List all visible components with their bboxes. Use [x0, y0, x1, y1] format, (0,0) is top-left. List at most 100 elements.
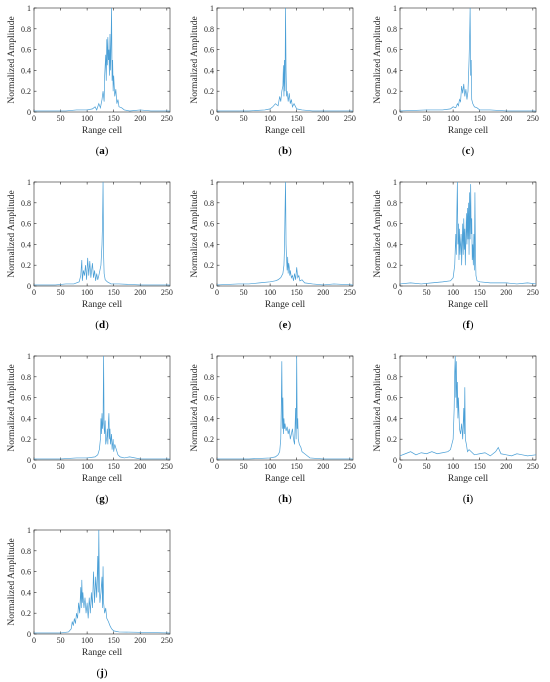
x-tick-label: 100 — [81, 288, 93, 297]
y-tick-label: 0 — [393, 108, 397, 117]
y-axis-label: Normalized Amplitude — [190, 364, 200, 451]
y-tick-label: 0.6 — [387, 220, 397, 229]
chart-panel-i: 0 50 100 150 200 250 0 0.2 0.4 0.6 0.8 1 Range cell N… — [373, 352, 539, 505]
x-tick-label: 50 — [240, 114, 248, 123]
x-tick-label: 50 — [423, 114, 431, 123]
panel-caption: (d) — [95, 319, 109, 331]
series-line — [34, 355, 170, 460]
x-tick-label: 200 — [317, 114, 329, 123]
x-tick-label: 250 — [344, 114, 356, 123]
panel-caption-letter: d — [99, 319, 105, 331]
panel-caption-letter: b — [282, 145, 288, 157]
panel-caption: (h) — [278, 493, 292, 505]
x-tick-label: 100 — [81, 114, 93, 123]
x-tick-label: 100 — [81, 636, 93, 645]
panel-caption: (b) — [278, 145, 292, 157]
y-tick-label: 0.4 — [204, 414, 214, 423]
y-tick-label: 0.2 — [21, 609, 31, 618]
x-tick-label: 150 — [474, 114, 486, 123]
chart-panel-a: 0 50 100 150 200 250 0 0.2 0.4 0.6 0.8 1 Range cell N… — [7, 4, 173, 157]
series-line — [399, 181, 537, 285]
y-tick-label: 0.6 — [21, 568, 31, 577]
x-tick-label: 150 — [474, 288, 486, 297]
series-line — [217, 355, 353, 460]
x-axis-label: Range cell — [82, 126, 123, 136]
y-tick-label: 0.8 — [204, 25, 214, 34]
y-axis-label: Normalized Amplitude — [373, 364, 383, 451]
y-tick-label: 0 — [210, 282, 214, 291]
panel-caption: (i) — [463, 493, 474, 505]
x-tick-label: 250 — [527, 114, 539, 123]
x-tick-label: 200 — [134, 462, 146, 471]
y-tick-label: 1 — [393, 4, 397, 13]
x-tick-label: 0 — [398, 114, 402, 123]
y-axis-label: Normalized Amplitude — [373, 16, 383, 103]
y-tick-label: 1 — [210, 352, 214, 361]
x-tick-label: 250 — [161, 288, 173, 297]
x-tick-label: 100 — [447, 114, 459, 123]
y-axis-label: Normalized Amplitude — [7, 364, 17, 451]
panel-caption-letter: j — [99, 667, 104, 679]
y-tick-label: 0.6 — [204, 220, 214, 229]
x-tick-label: 100 — [264, 462, 276, 471]
y-tick-label: 0.8 — [204, 199, 214, 208]
x-tick-label: 50 — [423, 288, 431, 297]
x-tick-label: 150 — [108, 636, 120, 645]
y-tick-label: 0.2 — [204, 261, 214, 270]
panel-caption-letter: a — [99, 145, 105, 157]
x-axis-label: Range cell — [82, 300, 123, 310]
y-axis-label: Normalized Amplitude — [7, 190, 17, 277]
y-tick-label: 0.4 — [204, 240, 214, 249]
panel-caption-letter: c — [466, 145, 471, 157]
y-tick-label: 0 — [393, 282, 397, 291]
chart-panel-h: 0 50 100 150 200 250 0 0.2 0.4 0.6 0.8 1 Range cell N… — [190, 352, 356, 505]
x-tick-label: 50 — [423, 462, 431, 471]
x-tick-label: 150 — [291, 114, 303, 123]
y-tick-label: 0.4 — [204, 66, 214, 75]
y-tick-label: 0.2 — [387, 87, 397, 96]
x-tick-label: 100 — [264, 114, 276, 123]
x-axis-label: Range cell — [82, 648, 123, 658]
y-tick-label: 1 — [393, 352, 397, 361]
y-tick-label: 0.8 — [387, 199, 397, 208]
x-axis-label: Range cell — [448, 474, 489, 484]
x-tick-label: 0 — [398, 288, 402, 297]
panel-caption: (c) — [462, 145, 475, 157]
y-tick-label: 0.8 — [204, 373, 214, 382]
x-tick-label: 0 — [215, 114, 219, 123]
plot-area — [399, 7, 537, 113]
panel-caption-letter: f — [466, 319, 470, 331]
series-line — [34, 181, 170, 286]
x-tick-label: 100 — [264, 288, 276, 297]
y-tick-label: 0 — [27, 630, 31, 639]
y-tick-label: 0.2 — [387, 435, 397, 444]
x-tick-label: 0 — [32, 462, 36, 471]
y-tick-label: 0.8 — [21, 25, 31, 34]
plot-area — [33, 7, 171, 113]
y-tick-label: 0.8 — [21, 547, 31, 556]
y-tick-label: 0.8 — [387, 25, 397, 34]
plot-area — [33, 355, 171, 461]
x-tick-label: 250 — [161, 462, 173, 471]
panel-caption-letter: e — [283, 319, 288, 331]
y-axis-label: Normalized Amplitude — [7, 538, 17, 625]
y-tick-label: 0.8 — [21, 199, 31, 208]
x-tick-label: 250 — [344, 462, 356, 471]
x-tick-label: 50 — [57, 462, 65, 471]
x-tick-label: 0 — [32, 288, 36, 297]
y-tick-label: 0.4 — [387, 66, 397, 75]
x-tick-label: 0 — [215, 288, 219, 297]
x-axis-label: Range cell — [448, 126, 489, 136]
y-axis-label: Normalized Amplitude — [190, 190, 200, 277]
y-tick-label: 0 — [210, 108, 214, 117]
x-tick-label: 200 — [134, 114, 146, 123]
y-tick-label: 0.6 — [21, 46, 31, 55]
panel-caption: (e) — [279, 319, 292, 331]
y-tick-label: 0.2 — [387, 261, 397, 270]
chart-panel-e: 0 50 100 150 200 250 0 0.2 0.4 0.6 0.8 1 Range cell N… — [190, 178, 356, 331]
x-tick-label: 0 — [215, 462, 219, 471]
x-tick-label: 200 — [500, 114, 512, 123]
x-tick-label: 250 — [161, 636, 173, 645]
y-tick-label: 1 — [210, 178, 214, 187]
